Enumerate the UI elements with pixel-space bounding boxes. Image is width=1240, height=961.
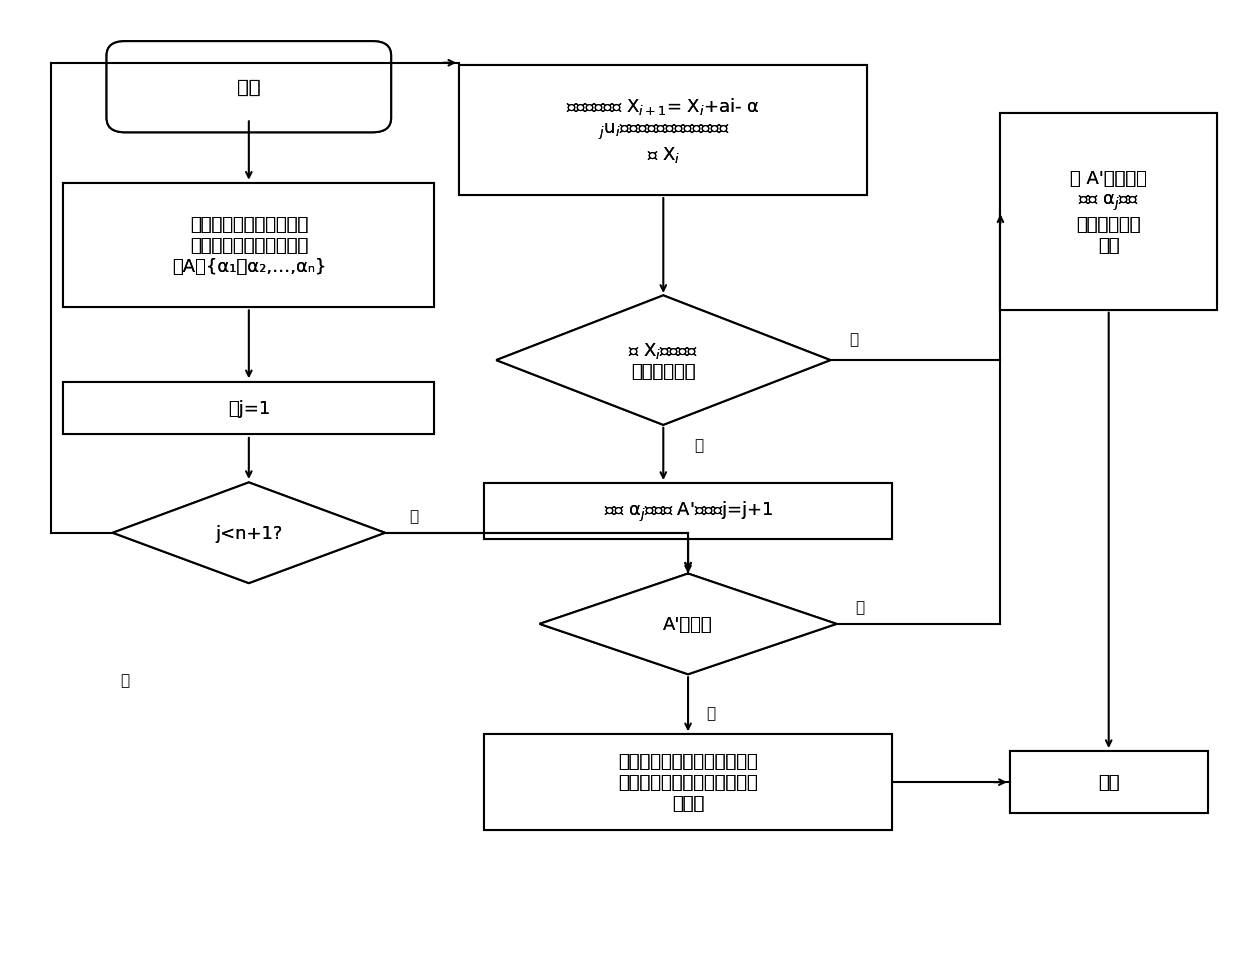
Text: 否: 否 (856, 600, 864, 615)
Bar (484, 483, 893, 539)
Text: 不存在优化的基础输注率，提
示用户调整基础输注量的时间
段分布: 不存在优化的基础输注率，提 示用户调整基础输注量的时间 段分布 (619, 752, 758, 812)
FancyBboxPatch shape (107, 42, 391, 134)
Text: A'为空？: A'为空？ (663, 615, 713, 633)
Bar (484, 734, 893, 830)
FancyBboxPatch shape (107, 42, 391, 134)
Bar (1001, 114, 1216, 310)
Text: 是: 是 (707, 705, 715, 721)
Text: 各 X$_i$在血糖理
想波动范围？: 各 X$_i$在血糖理 想波动范围？ (629, 340, 698, 382)
Bar (63, 382, 434, 435)
Text: 根据基础输注率范围得到
用于模拟的基础输注率集
合A＝{α₁，α₂,…,αₙ}: 根据基础输注率范围得到 用于模拟的基础输注率集 合A＝{α₁，α₂,…,αₙ} (171, 216, 326, 276)
Bar (1009, 752, 1208, 813)
Text: 根据模型公式 X$_{i+1}$= X$_i$+ai- α
$_j$u$_i$，仿真此时间段内任一时刻
的 X$_i$: 根据模型公式 X$_{i+1}$= X$_i$+ai- α $_j$u$_i$，… (567, 96, 760, 165)
Text: 在 A'中选择最
小的 α$_j$作为
优化的基础输
注率: 在 A'中选择最 小的 α$_j$作为 优化的基础输 注率 (1070, 170, 1147, 255)
Polygon shape (539, 574, 837, 675)
Text: A'为空？: A'为空？ (663, 615, 713, 633)
Polygon shape (113, 482, 384, 583)
Bar (1009, 752, 1208, 813)
Bar (459, 66, 868, 195)
Text: 各 X$_i$在血糖理
想波动范围？: 各 X$_i$在血糖理 想波动范围？ (629, 340, 698, 382)
Text: 否: 否 (409, 508, 419, 524)
Text: 是: 是 (694, 437, 703, 453)
Text: 根据基础输注率范围得到
用于模拟的基础输注率集
合A＝{α₁，α₂,…,αₙ}: 根据基础输注率范围得到 用于模拟的基础输注率集 合A＝{α₁，α₂,…,αₙ} (171, 216, 326, 276)
Text: 否: 否 (849, 332, 858, 346)
Text: 结束: 结束 (1097, 774, 1120, 791)
Bar (484, 483, 893, 539)
Bar (63, 382, 434, 435)
Text: j<n+1?: j<n+1? (216, 524, 283, 542)
Bar (63, 184, 434, 308)
Bar (1001, 114, 1216, 310)
Polygon shape (496, 296, 831, 426)
Text: 存储 α$_j$到集合 A'，并令j=j+1: 存储 α$_j$到集合 A'，并令j=j+1 (604, 499, 773, 523)
Polygon shape (496, 296, 831, 426)
Text: 开始: 开始 (237, 78, 260, 97)
Text: 在 A'中选择最
小的 α$_j$作为
优化的基础输
注率: 在 A'中选择最 小的 α$_j$作为 优化的基础输 注率 (1070, 170, 1147, 255)
Text: 存储 α$_j$到集合 A'，并令j=j+1: 存储 α$_j$到集合 A'，并令j=j+1 (604, 499, 773, 523)
Text: 令j=1: 令j=1 (228, 400, 270, 418)
Bar (459, 66, 868, 195)
Bar (63, 184, 434, 308)
Polygon shape (539, 574, 837, 675)
Bar (484, 734, 893, 830)
Text: 根据模型公式 X$_{i+1}$= X$_i$+ai- α
$_j$u$_i$，仿真此时间段内任一时刻
的 X$_i$: 根据模型公式 X$_{i+1}$= X$_i$+ai- α $_j$u$_i$，… (567, 96, 760, 165)
Text: 结束: 结束 (1097, 774, 1120, 791)
Text: 是: 是 (120, 672, 130, 687)
Text: 开始: 开始 (237, 78, 260, 97)
Polygon shape (113, 482, 384, 583)
Text: 不存在优化的基础输注率，提
示用户调整基础输注量的时间
段分布: 不存在优化的基础输注率，提 示用户调整基础输注量的时间 段分布 (619, 752, 758, 812)
Text: j<n+1?: j<n+1? (216, 524, 283, 542)
Text: 令j=1: 令j=1 (228, 400, 270, 418)
